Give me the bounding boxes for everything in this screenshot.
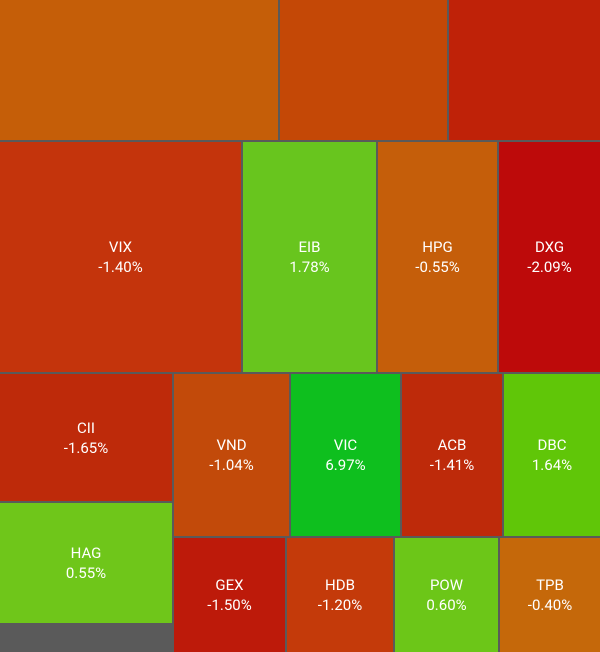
tile[interactable] [449,0,600,140]
tile-change: -0.55% [415,258,460,276]
tile-symbol: VND [216,436,247,454]
tile-change: 0.60% [426,596,467,614]
tile-symbol: GEX [215,576,244,594]
tile[interactable]: EIB 1.78% [243,142,376,372]
tile-symbol: HPG [422,238,453,256]
tile-symbol: POW [429,576,464,594]
tile-symbol: HDB [325,576,355,594]
tile-symbol: VIC [333,436,358,454]
tile-symbol: DBC [537,436,567,454]
tile-change: -1.20% [317,596,363,614]
tile-change: 1.78% [289,258,330,276]
tile[interactable]: TPB -0.40% [500,538,600,652]
tile-change: -1.40% [98,258,143,276]
tile-change: -1.50% [207,596,252,614]
tile-change: -1.65% [63,438,109,457]
tile-change: -1.04% [209,456,254,474]
tile-change: -1.41% [429,456,475,474]
tile-symbol: EIB [298,238,321,256]
tile[interactable]: HPG -0.55% [378,142,497,372]
tile-change: -0.40% [527,596,573,614]
tile-symbol: ACB [437,436,467,454]
tile-symbol: DXG [534,238,565,256]
tile[interactable]: VIC 6.97% [291,374,400,536]
tile[interactable] [280,0,447,140]
tile-symbol: CII [77,418,95,437]
tile[interactable]: HAG 0.55% [0,503,172,623]
tile-symbol: TPB [536,576,564,594]
tile[interactable]: DXG -2.09% [499,142,600,372]
tile[interactable]: ACB -1.41% [402,374,502,536]
tile-change: -2.09% [527,258,572,276]
tile-change: 6.97% [325,456,366,474]
tile[interactable]: CII -1.65% [0,374,172,501]
tile[interactable]: VIX -1.40% [0,142,241,372]
tile[interactable]: VND -1.04% [174,374,289,536]
tile[interactable] [0,0,278,140]
tile[interactable]: GEX -1.50% [174,538,285,652]
tile-change: 0.55% [65,564,107,582]
tile[interactable]: POW 0.60% [395,538,498,652]
tile[interactable]: HDB -1.20% [287,538,393,652]
tile-symbol: VIX [108,238,133,256]
tile-change: 1.64% [531,456,573,474]
tile-symbol: HAG [70,544,102,562]
tile[interactable]: DBC 1.64% [504,374,600,536]
